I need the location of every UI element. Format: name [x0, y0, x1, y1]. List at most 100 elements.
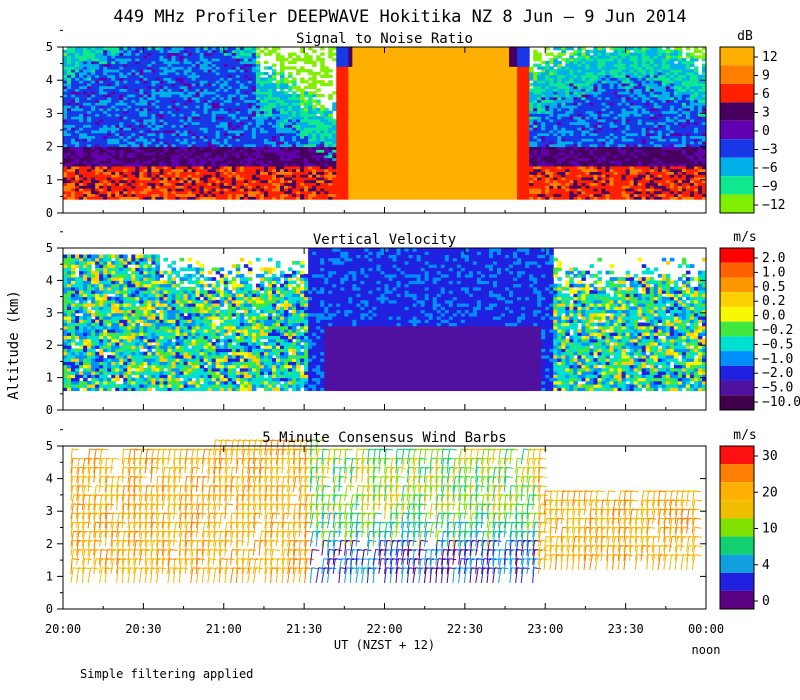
snr-cell [219, 152, 225, 156]
snr-cell [179, 174, 185, 178]
snr-cell [143, 85, 148, 89]
snr-cell [243, 196, 249, 200]
snr-cell [183, 185, 189, 189]
snr-cell [147, 190, 152, 195]
snr-cell [187, 71, 193, 76]
snr-cell [203, 149, 209, 153]
snr-cell [183, 85, 189, 89]
snr-cell [115, 152, 120, 156]
snr-cell [171, 168, 177, 172]
snr-cell [159, 113, 164, 117]
snr-cell [219, 63, 225, 67]
snr-cell [231, 149, 237, 153]
snr-cell [115, 63, 120, 67]
snr-cell [115, 58, 120, 62]
snr-cell [75, 58, 80, 62]
snr-cell [143, 52, 148, 56]
snr-cell [91, 143, 96, 148]
snr-cell [103, 105, 108, 109]
snr-cell [115, 116, 120, 120]
snr-cell [87, 174, 92, 178]
snr-cell [304, 52, 309, 56]
snr-cell [135, 135, 140, 139]
snr-cell [183, 58, 189, 62]
snr-cell [83, 165, 88, 170]
snr-cell [215, 143, 221, 148]
snr-cell [179, 165, 185, 170]
snr-cell [211, 179, 217, 184]
snr-cell [87, 80, 92, 84]
snr-cell [115, 113, 120, 117]
snr-cell [151, 52, 156, 56]
snr-cell [235, 69, 241, 73]
snr-cell [75, 157, 80, 161]
snr-cell [171, 185, 177, 189]
snr-cell [243, 193, 249, 197]
snr-cell [139, 171, 144, 175]
snr-cell [139, 127, 144, 131]
snr-cell [167, 143, 173, 148]
snr-cell [243, 185, 249, 189]
snr-cell [231, 85, 237, 89]
snr-cell [203, 163, 209, 167]
snr-cell [183, 141, 189, 145]
snr-cell [211, 118, 217, 123]
snr-cell [191, 49, 197, 54]
snr-cell [163, 149, 168, 153]
snr-cell [99, 91, 104, 95]
snr-cell [127, 165, 132, 170]
snr-cell [139, 138, 144, 142]
snr-cell [135, 96, 140, 101]
snr-cell [191, 160, 197, 164]
snr-cell [83, 188, 88, 192]
snr-cell [211, 130, 217, 134]
snr-cell [63, 124, 68, 128]
snr-cell [91, 58, 96, 62]
snr-cell [95, 185, 100, 189]
snr-cell [123, 135, 128, 139]
snr-cell [111, 185, 116, 189]
snr-cell [159, 149, 164, 153]
snr-cell [195, 138, 201, 142]
snr-cell [179, 107, 185, 112]
snr-cell [67, 196, 72, 200]
snr-cell [79, 107, 84, 112]
snr-cell [127, 110, 132, 114]
snr-cell [71, 149, 76, 153]
snr-cell [191, 116, 197, 120]
snr-cell [95, 146, 100, 150]
snr-cell [99, 179, 104, 184]
snr-cell [95, 182, 100, 186]
snr-cell [187, 182, 193, 186]
snr-cell [175, 154, 181, 159]
snr-cell [191, 190, 197, 195]
snr-cell [71, 82, 76, 87]
snr-cell [191, 182, 197, 186]
snr-cell [71, 80, 76, 84]
snr-cell [227, 157, 233, 161]
snr-cell [155, 171, 160, 175]
snr-cell [95, 124, 100, 128]
snr-cell [195, 77, 201, 81]
snr-cell [179, 113, 185, 117]
snr-cell [83, 127, 88, 131]
snr-cell [123, 116, 128, 120]
snr-cell [215, 182, 221, 186]
snr-cell [139, 94, 144, 98]
snr-cell [123, 58, 128, 62]
snr-cell [67, 118, 72, 123]
snr-cell [227, 91, 233, 95]
snr-cell [207, 124, 213, 128]
snr-cell [67, 66, 72, 70]
snr-cell [67, 141, 72, 145]
snr-cell [203, 80, 209, 84]
snr-cell [235, 94, 241, 98]
snr-cell [67, 179, 72, 184]
snr-cell [223, 74, 229, 78]
snr-cell [75, 177, 80, 181]
snr-cell [111, 174, 116, 178]
snr-cell [79, 138, 84, 142]
snr-cell [95, 63, 100, 67]
snr-cell [63, 107, 68, 112]
snr-cell [316, 80, 321, 84]
